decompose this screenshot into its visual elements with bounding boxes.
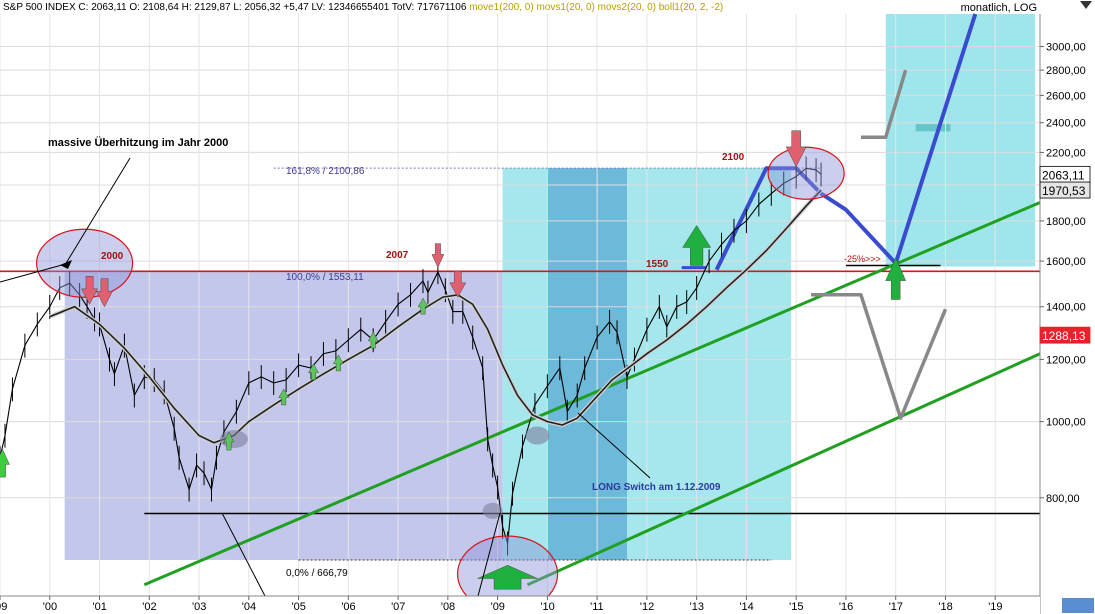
- x-tick-label-8: '07: [391, 601, 405, 613]
- dot-2009: [525, 426, 550, 445]
- x-tick-label-13: '12: [640, 601, 654, 613]
- zone-2000-2009: [64, 271, 503, 560]
- shaded-zones: [64, 14, 1036, 560]
- scenario-path-1: [860, 69, 908, 139]
- annotation-minus-25: -25%>>>: [844, 254, 881, 264]
- channel-line-1: [526, 352, 1041, 587]
- corner-control: [1062, 598, 1094, 613]
- annotation-1550: 1550: [646, 259, 669, 270]
- buy-arrow-2013: [682, 225, 712, 266]
- annotation-2100: 2100: [722, 152, 745, 163]
- scale-mode-label[interactable]: monatlich, LOG: [960, 2, 1037, 14]
- annotation-fib-161: 161,8% / 2100,86: [286, 166, 365, 177]
- pointer-line-2009: [477, 512, 501, 597]
- price-badge-2: 1288,13: [1042, 329, 1086, 343]
- price-badge-bg-2: [1039, 326, 1091, 344]
- buy-arrow-2006: [367, 331, 379, 349]
- dot-2003: [219, 430, 248, 449]
- buy-arrow-2005: [308, 363, 319, 381]
- buy-arrow-2009-big: [477, 565, 538, 590]
- marker-layer: [0, 130, 906, 613]
- x-tick-label-5: '04: [242, 601, 256, 613]
- price-badge-1: 1970,53: [1042, 184, 1086, 198]
- scenario-path-2: [811, 293, 948, 420]
- x-tick-label-15: '14: [739, 601, 753, 613]
- buy-arrow-2007: [417, 297, 429, 315]
- annotation-long-switch: LONG Switch am 1.12.2009: [592, 482, 721, 493]
- x-tick-label-2: '01: [93, 601, 107, 613]
- pointer-line-long-switch: [577, 412, 651, 479]
- x-tick-label-3: '02: [142, 601, 156, 613]
- x-tick-label-17: '16: [839, 601, 853, 613]
- y-tick-label-9: 2600,00: [1046, 90, 1086, 102]
- price-badge-bg-1: [1039, 181, 1091, 199]
- chart-header: S&P 500 INDEX C: 2063,11 O: 2108,64 H: 2…: [3, 2, 723, 13]
- pointer-line-2000: [64, 157, 131, 266]
- annotation-2000: 2000: [101, 251, 124, 262]
- x-axis-strip: [0, 596, 1040, 614]
- y-tick-label-8: 2400,00: [1046, 118, 1086, 130]
- pointer-line-2003: [221, 512, 266, 597]
- indicator-list: move1(200, 0) movs1(20, 0) movs2(20, 0) …: [469, 2, 724, 13]
- y-axis-strip: [1040, 14, 1095, 614]
- y-tick-label-3: 1400,00: [1046, 302, 1086, 314]
- sell-arrow-2000b: [96, 278, 113, 308]
- price-badge-0: 2063,11: [1042, 168, 1085, 182]
- annotation-fib-0: 0,0% / 666,79: [286, 568, 348, 579]
- y-tick-label-2: 1200,00: [1046, 354, 1086, 366]
- buy-arrow-2005b: [333, 354, 344, 372]
- sell-arrow-2007: [431, 243, 445, 269]
- y-tick-label-7: 2200,00: [1046, 147, 1086, 159]
- channel-line-0: [143, 201, 1041, 587]
- y-tick-label-0: 800,00: [1046, 493, 1080, 505]
- dot-2009-low: [482, 502, 503, 519]
- x-tick-label-11: '10: [540, 601, 554, 613]
- x-tick-label-20: '19: [988, 601, 1002, 613]
- buy-arrow-2003: [223, 431, 235, 451]
- x-tick-label-7: '06: [341, 601, 355, 613]
- y-tick-label-5: 1800,00: [1046, 216, 1086, 228]
- series-line-1: [49, 189, 822, 444]
- annotation-2007: 2007: [386, 250, 409, 261]
- ellipse-2015: [767, 146, 845, 200]
- y-tick-label-10: 2800,00: [1046, 65, 1086, 77]
- quote-line: C: 2063,11 O: 2108,64 H: 2129,87 L: 2056…: [78, 2, 467, 13]
- series-layer: [0, 156, 823, 556]
- x-tick-label-6: '05: [292, 601, 306, 613]
- x-tick-label-4: '03: [192, 601, 206, 613]
- y-tick-label-4: 1600,00: [1046, 256, 1086, 268]
- x-tick-label-14: '13: [690, 601, 704, 613]
- pointer-line-left: [0, 264, 63, 283]
- x-tick-label-1: '00: [43, 601, 57, 613]
- x-tick-label-10: '09: [491, 601, 505, 613]
- buy-arrow-2004: [278, 388, 289, 406]
- target-marker: [915, 124, 951, 132]
- ellipse-2000: [35, 228, 134, 298]
- y-tick-label-1: 1000,00: [1046, 417, 1086, 429]
- x-tick-label-0: '99: [0, 601, 7, 613]
- zone-2010-2011: [547, 168, 627, 560]
- sell-arrow-2000: [81, 276, 98, 305]
- buy-arrow-1999: [0, 448, 10, 478]
- x-tick-label-19: '18: [938, 601, 952, 613]
- sell-arrow-2015: [785, 130, 807, 168]
- pointer-head-2000: [60, 260, 72, 269]
- x-tick-label-9: '08: [441, 601, 455, 613]
- buy-arrow-2017: [885, 256, 906, 300]
- annotation-overheating: massive Überhitzung im Jahr 2000: [48, 136, 228, 149]
- annotation-fib-100: 100,0% / 1553,11: [286, 272, 364, 283]
- collapse-icon: [1080, 1, 1092, 9]
- x-tick-label-18: '17: [889, 601, 903, 613]
- instrument-name: S&P 500 INDEX: [3, 2, 76, 13]
- y-tick-label-11: 3000,00: [1046, 42, 1086, 54]
- sell-arrow-2008: [449, 270, 467, 298]
- x-tick-label-12: '11: [590, 601, 604, 613]
- x-tick-label-16: '15: [789, 601, 803, 613]
- annotation-layer: massive Überhitzung im Jahr 2000 2000 2007…: [48, 136, 881, 579]
